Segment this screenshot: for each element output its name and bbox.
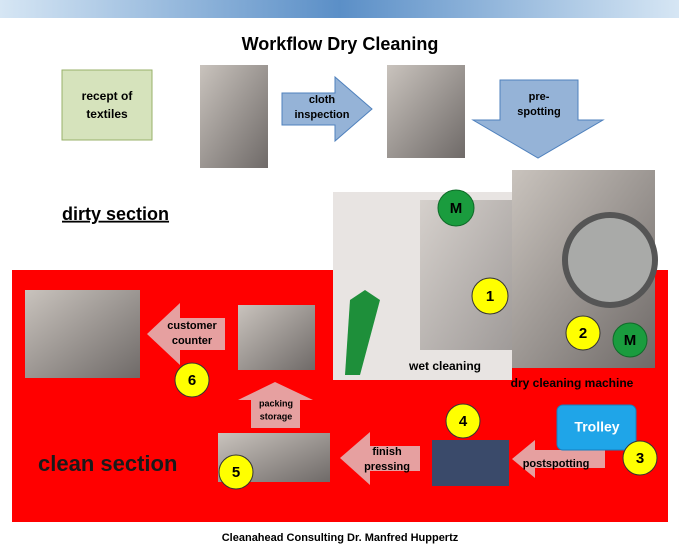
step-label: inspection — [294, 109, 349, 121]
receipt-box — [62, 70, 152, 140]
photo — [387, 65, 465, 158]
step-label: Trolley — [574, 419, 619, 435]
step-label: pre- — [529, 91, 550, 103]
footer: Cleanahead Consulting Dr. Manfred Hupper… — [222, 532, 459, 544]
step-number: 5 — [232, 464, 240, 481]
step-label: spotting — [517, 106, 560, 118]
step-number: 3 — [636, 450, 644, 467]
step-label: textiles — [86, 107, 128, 121]
step-number: 6 — [188, 372, 196, 389]
step-label: packing — [259, 398, 293, 408]
step-label: counter — [172, 335, 213, 347]
step-label: customer — [167, 320, 217, 332]
section-label: clean section — [38, 451, 177, 476]
step-label: dry cleaning machine — [511, 376, 634, 390]
diagram: Workflow Dry Cleaning recept of textiles… — [0, 0, 679, 556]
step-label: storage — [260, 411, 293, 421]
photo — [238, 305, 315, 370]
step-number: 2 — [579, 325, 587, 342]
step-label: cloth — [309, 94, 336, 106]
step-number: 1 — [486, 288, 494, 305]
step-label: postspotting — [523, 458, 590, 470]
step-label: wet cleaning — [408, 359, 481, 373]
step-number: 4 — [459, 413, 468, 430]
step-label: recept of — [82, 89, 134, 103]
header-band — [0, 0, 679, 18]
machine-door — [565, 215, 655, 305]
photo — [432, 440, 509, 486]
photo — [25, 290, 140, 378]
photo — [200, 65, 268, 168]
marker-label: M — [450, 200, 463, 217]
section-label: dirty section — [62, 204, 169, 224]
step-label: pressing — [364, 461, 410, 473]
step-label: finish — [372, 446, 402, 458]
title: Workflow Dry Cleaning — [242, 34, 439, 54]
marker-label: M — [624, 332, 637, 349]
